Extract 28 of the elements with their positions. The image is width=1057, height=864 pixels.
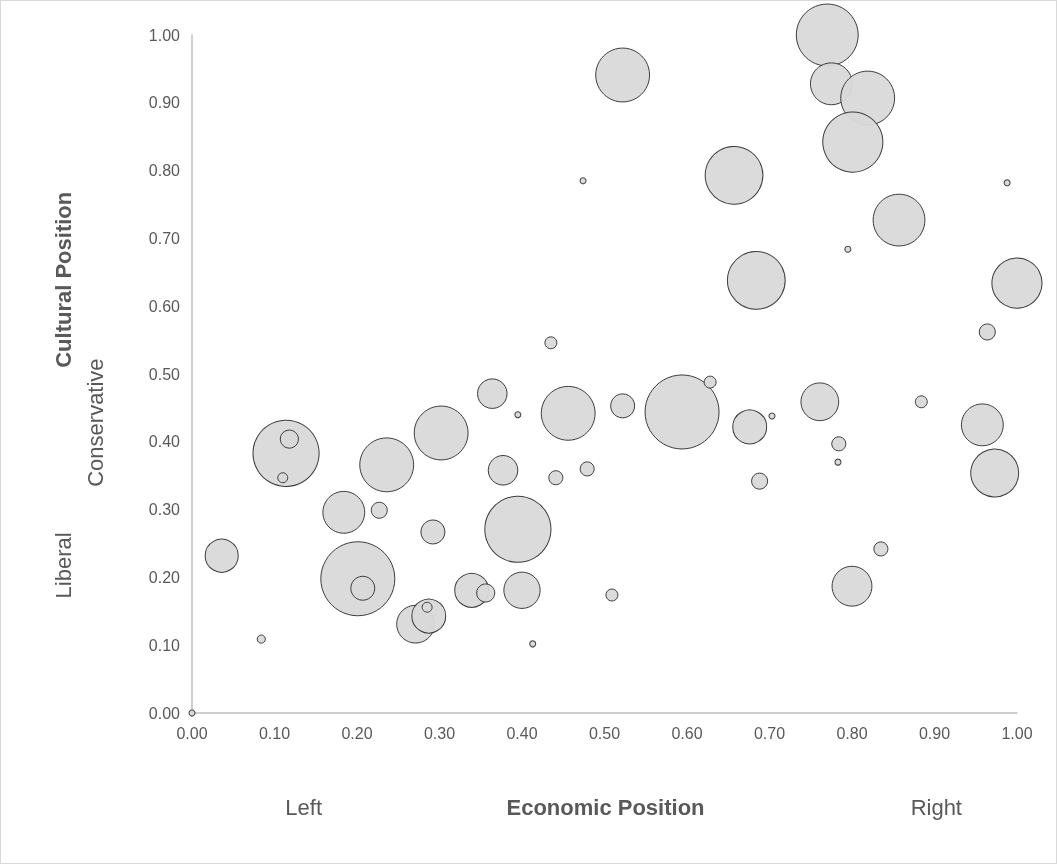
x-tick-label: 0.80 bbox=[836, 724, 868, 742]
x-tick-label: 1.00 bbox=[1001, 724, 1033, 742]
x-tick-label: 0.40 bbox=[506, 724, 538, 742]
x-tick-label: 0.10 bbox=[258, 724, 291, 742]
x-tick-label: 0.00 bbox=[176, 724, 208, 742]
y-tick-label: 1.00 bbox=[148, 26, 181, 44]
y-tick-label: 0.70 bbox=[148, 229, 181, 247]
y-axis-title: Cultural Position bbox=[50, 191, 76, 368]
y-tick-label: 0.80 bbox=[148, 162, 181, 180]
y-tick-label: 0.90 bbox=[148, 94, 181, 112]
text: Conservative bbox=[82, 358, 108, 487]
x-tick-label: 0.20 bbox=[341, 724, 373, 742]
x-tick-label: 0.30 bbox=[423, 724, 456, 742]
y-tick-label: 0.40 bbox=[148, 433, 181, 451]
y-tick-label: 0.10 bbox=[148, 636, 181, 654]
y-tick-label: 0.50 bbox=[148, 365, 181, 383]
y-tick-label: 0.60 bbox=[148, 297, 181, 315]
x-tick-label: 0.60 bbox=[671, 724, 703, 742]
text: Left bbox=[285, 794, 322, 820]
y-tick-label: 0.00 bbox=[148, 704, 181, 722]
x-tick-label: 0.50 bbox=[588, 724, 621, 742]
y-tick-label: 0.30 bbox=[148, 501, 181, 519]
text: Right bbox=[910, 794, 962, 820]
x-tick-label: 0.90 bbox=[918, 724, 951, 742]
x-tick-label: 0.70 bbox=[753, 724, 786, 742]
x-axis-title: Economic Position bbox=[506, 794, 705, 820]
y-tick-label: 0.20 bbox=[148, 568, 181, 586]
text: Liberal bbox=[50, 532, 76, 599]
